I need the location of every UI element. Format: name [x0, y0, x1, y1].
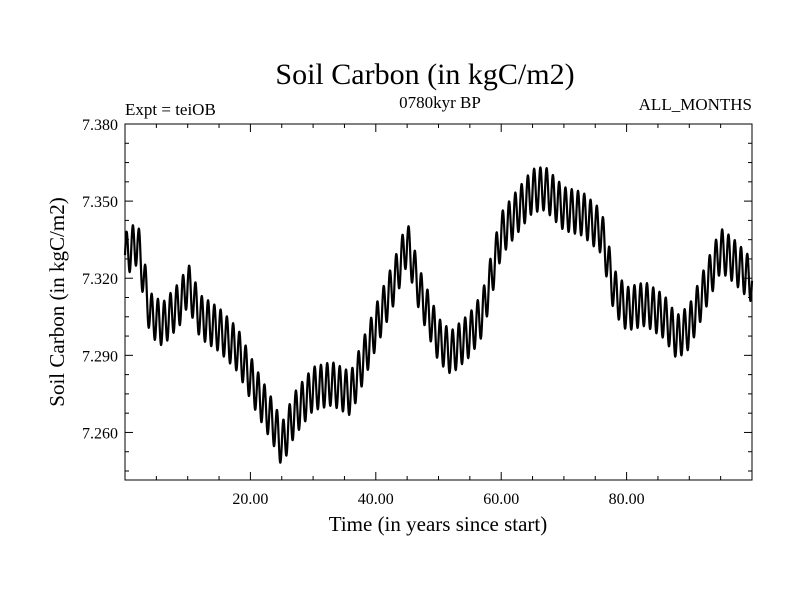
x-axis: 20.00 40.00 60.00 80.00 — [155, 124, 722, 508]
chart-subtitle: 0780kyr BP — [399, 93, 481, 112]
x-tick-label: 20.00 — [232, 491, 268, 508]
y-tick-label: 7.380 — [82, 117, 118, 134]
y-axis-label: Soil Carbon (in kgC/m2) — [45, 197, 69, 406]
series-line — [123, 166, 754, 464]
y-tick-label: 7.320 — [82, 271, 118, 288]
series-layer — [123, 166, 754, 464]
y-tick-label: 7.260 — [82, 425, 118, 442]
x-tick-label: 60.00 — [483, 491, 519, 508]
months-label: ALL_MONTHS — [639, 95, 752, 114]
y-tick-label: 7.350 — [82, 194, 118, 211]
experiment-label: Expt = teiOB — [125, 100, 216, 119]
x-tick-label: 40.00 — [358, 491, 394, 508]
y-tick-label: 7.290 — [82, 348, 118, 365]
chart-title: Soil Carbon (in kgC/m2) — [275, 58, 574, 91]
x-tick-label: 80.00 — [609, 491, 645, 508]
x-axis-label: Time (in years since start) — [329, 512, 548, 536]
